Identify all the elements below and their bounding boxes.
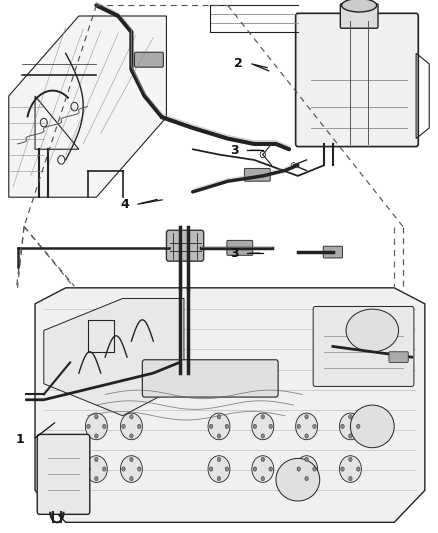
Circle shape: [130, 477, 133, 481]
Circle shape: [313, 467, 316, 471]
Circle shape: [349, 434, 352, 438]
Circle shape: [253, 424, 257, 429]
Circle shape: [102, 424, 106, 429]
Circle shape: [252, 413, 274, 440]
Text: 2: 2: [234, 58, 243, 70]
Circle shape: [209, 467, 213, 471]
Circle shape: [339, 456, 361, 482]
FancyBboxPatch shape: [389, 352, 408, 362]
Circle shape: [217, 457, 221, 462]
Circle shape: [341, 424, 344, 429]
Circle shape: [341, 467, 344, 471]
Circle shape: [253, 467, 257, 471]
Circle shape: [217, 477, 221, 481]
Ellipse shape: [346, 309, 399, 352]
Circle shape: [261, 434, 265, 438]
FancyBboxPatch shape: [323, 246, 343, 258]
Polygon shape: [35, 288, 425, 522]
Circle shape: [296, 456, 318, 482]
Circle shape: [85, 456, 107, 482]
Circle shape: [130, 415, 133, 419]
Text: 3: 3: [230, 144, 239, 157]
Circle shape: [305, 477, 308, 481]
Ellipse shape: [276, 458, 320, 501]
Circle shape: [297, 424, 300, 429]
FancyBboxPatch shape: [227, 240, 253, 255]
Circle shape: [120, 413, 142, 440]
Circle shape: [357, 424, 360, 429]
FancyBboxPatch shape: [134, 52, 163, 67]
FancyBboxPatch shape: [142, 360, 278, 397]
Circle shape: [122, 424, 125, 429]
FancyBboxPatch shape: [244, 168, 270, 181]
Circle shape: [95, 477, 98, 481]
Circle shape: [269, 424, 272, 429]
Circle shape: [339, 413, 361, 440]
Circle shape: [208, 413, 230, 440]
Ellipse shape: [350, 405, 394, 448]
Circle shape: [95, 457, 98, 462]
Circle shape: [130, 457, 133, 462]
FancyBboxPatch shape: [296, 13, 418, 147]
Circle shape: [349, 477, 352, 481]
Circle shape: [102, 467, 106, 471]
FancyBboxPatch shape: [166, 230, 204, 261]
Circle shape: [130, 434, 133, 438]
Polygon shape: [9, 16, 166, 197]
Circle shape: [305, 457, 308, 462]
Circle shape: [95, 415, 98, 419]
Circle shape: [122, 467, 125, 471]
Circle shape: [95, 434, 98, 438]
Circle shape: [225, 424, 229, 429]
Circle shape: [357, 467, 360, 471]
Circle shape: [261, 477, 265, 481]
Text: 3: 3: [230, 247, 239, 260]
FancyBboxPatch shape: [37, 434, 90, 514]
Circle shape: [261, 457, 265, 462]
Circle shape: [296, 413, 318, 440]
Circle shape: [349, 415, 352, 419]
Circle shape: [313, 424, 316, 429]
Circle shape: [225, 467, 229, 471]
Text: 4: 4: [120, 198, 129, 211]
Circle shape: [252, 456, 274, 482]
Circle shape: [269, 467, 272, 471]
Circle shape: [305, 415, 308, 419]
Circle shape: [120, 456, 142, 482]
Circle shape: [217, 434, 221, 438]
Circle shape: [305, 434, 308, 438]
Circle shape: [87, 424, 90, 429]
Circle shape: [349, 457, 352, 462]
Text: 1: 1: [15, 433, 24, 446]
Ellipse shape: [342, 0, 377, 12]
Circle shape: [85, 413, 107, 440]
Circle shape: [297, 467, 300, 471]
FancyBboxPatch shape: [340, 4, 378, 28]
Polygon shape: [44, 298, 184, 416]
Circle shape: [138, 467, 141, 471]
Circle shape: [217, 415, 221, 419]
Circle shape: [261, 415, 265, 419]
FancyBboxPatch shape: [313, 306, 414, 386]
Circle shape: [209, 424, 213, 429]
Circle shape: [138, 424, 141, 429]
Circle shape: [208, 456, 230, 482]
Circle shape: [87, 467, 90, 471]
